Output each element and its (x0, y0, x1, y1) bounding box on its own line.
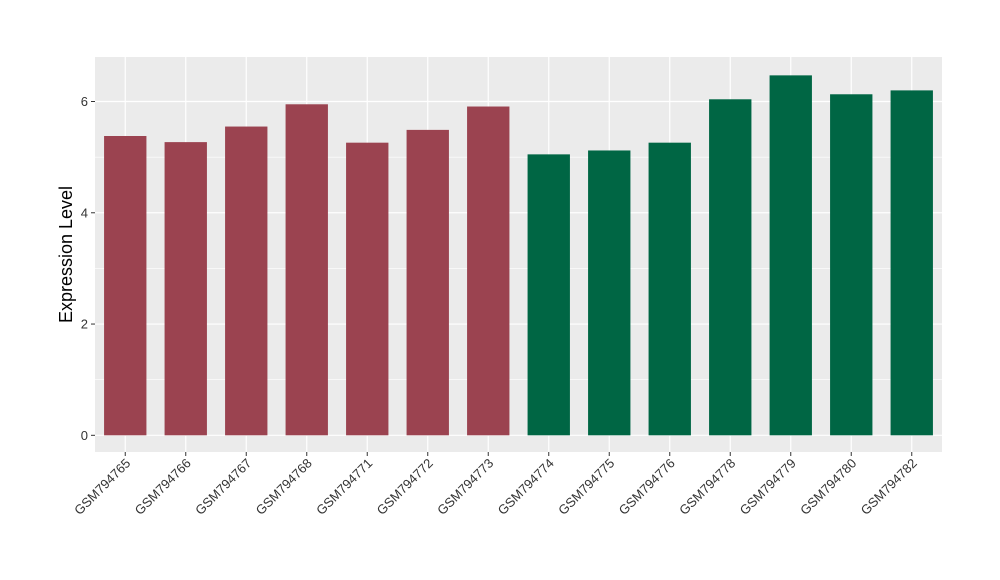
x-tick-label: GSM794774 (495, 456, 557, 518)
y-tick-label: 0 (81, 428, 88, 443)
x-tick-label: GSM794772 (374, 456, 436, 518)
bar-GSM794765 (104, 136, 147, 436)
x-tick-label: GSM794773 (434, 456, 496, 518)
bar-GSM794775 (588, 150, 631, 436)
x-tick-label: GSM794780 (797, 456, 859, 518)
x-tick-label: GSM794766 (132, 456, 194, 518)
y-axis: 0 2 4 6 (81, 94, 95, 443)
x-axis: GSM794765GSM794766GSM794767GSM794768GSM7… (71, 452, 920, 518)
bar-GSM794779 (769, 75, 812, 436)
y-tick-label: 4 (81, 205, 88, 220)
bar-GSM794782 (890, 90, 933, 436)
bar-GSM794780 (830, 94, 873, 436)
x-tick-label: GSM794771 (313, 456, 375, 518)
plot-panel (95, 57, 942, 452)
bar-GSM794767 (225, 126, 268, 436)
x-tick-label: GSM794765 (71, 456, 133, 518)
y-tick-label: 6 (81, 94, 88, 109)
bars (104, 75, 933, 436)
bar-GSM794766 (164, 142, 207, 436)
y-tick-label: 2 (81, 317, 88, 332)
bar-GSM794771 (346, 142, 389, 436)
x-tick-label: GSM794775 (555, 456, 617, 518)
bar-GSM794773 (467, 106, 510, 436)
x-tick-label: GSM794778 (676, 456, 738, 518)
x-tick-label: GSM794776 (616, 456, 678, 518)
bar-GSM794774 (527, 154, 570, 436)
bar-GSM794768 (285, 104, 328, 436)
bar-GSM794772 (406, 129, 449, 436)
x-tick-label: GSM794767 (192, 456, 254, 518)
bar-GSM794778 (709, 99, 752, 436)
x-tick-label: GSM794779 (737, 456, 799, 518)
bar-GSM794776 (648, 142, 691, 436)
x-tick-label: GSM794768 (253, 456, 315, 518)
y-axis-title: Expression Level (56, 186, 76, 323)
x-tick-label: GSM794782 (858, 456, 920, 518)
